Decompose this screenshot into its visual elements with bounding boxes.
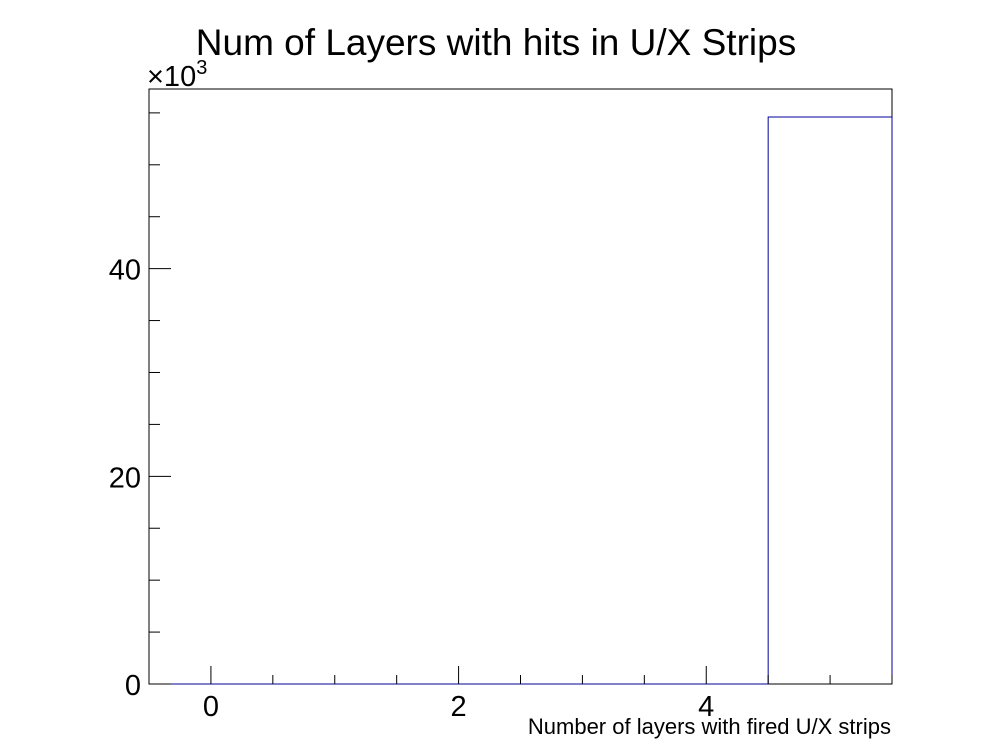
- x-tick-label: 2: [451, 691, 467, 723]
- y-tick-label: 20: [109, 462, 141, 494]
- chart-title: Num of Layers with hits in U/X Strips: [196, 22, 796, 63]
- x-axis-title: Number of layers with fired U/X strips: [528, 714, 891, 739]
- y-tick-label: 40: [109, 255, 141, 287]
- x-tick-label: 4: [698, 691, 714, 723]
- y-axis-ticks: [149, 112, 171, 685]
- y-multiplier-base: ×10: [147, 61, 196, 93]
- x-tick-label: 0: [203, 691, 219, 723]
- y-tick-label: 0: [125, 670, 141, 702]
- y-axis-tick-labels: 0 20 40: [109, 255, 141, 702]
- x-axis-tick-labels: 0 2 4: [203, 691, 714, 723]
- x-axis-ticks: [210, 666, 893, 684]
- y-multiplier-exponent: 3: [196, 57, 207, 79]
- y-axis-multiplier: ×103: [147, 57, 207, 93]
